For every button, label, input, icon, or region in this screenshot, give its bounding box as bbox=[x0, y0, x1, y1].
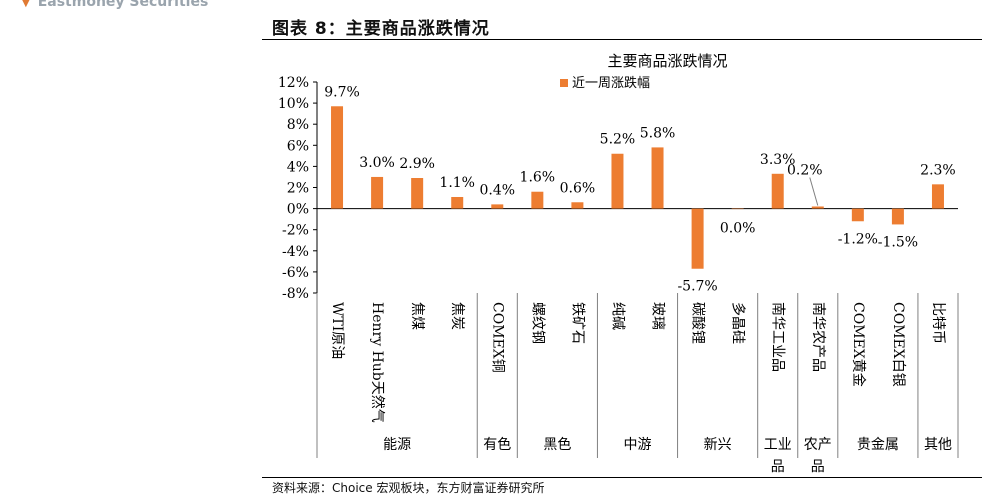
y-tick-label: 12% bbox=[278, 75, 309, 91]
category-label: 南华农产品 bbox=[810, 302, 826, 372]
data-label: 2.9% bbox=[399, 156, 435, 172]
category-label: COMEX铜 bbox=[489, 302, 505, 373]
label-leader-line bbox=[809, 177, 819, 206]
bar bbox=[491, 204, 504, 209]
group-label: 贵金属 bbox=[857, 437, 899, 453]
data-label: 0.0% bbox=[720, 221, 756, 237]
category-label: 比特币 bbox=[930, 302, 946, 344]
category-label: 玻璃 bbox=[650, 302, 667, 330]
data-label: 5.8% bbox=[640, 125, 676, 141]
bar bbox=[851, 208, 864, 222]
bar bbox=[651, 147, 664, 209]
data-label: 2.3% bbox=[920, 162, 956, 178]
source-note: 资料来源：Choice 宏观板块，东方财富证券研究所 bbox=[272, 481, 545, 495]
group-label-line2: 品 bbox=[771, 459, 785, 475]
data-label: 1.6% bbox=[520, 170, 556, 186]
category-label: 南华工业品 bbox=[770, 302, 786, 372]
bar bbox=[731, 208, 744, 210]
top-bar: ▼ Eastmoney Securities bbox=[0, 0, 993, 14]
y-tick-label: -6% bbox=[282, 265, 309, 281]
bar bbox=[571, 202, 584, 209]
brand-logo: ▼ Eastmoney Securities bbox=[22, 0, 208, 10]
legend-swatch bbox=[560, 79, 568, 87]
category-label: 焦炭 bbox=[449, 302, 465, 330]
group-label-line1: 农产 bbox=[804, 437, 832, 453]
y-tick-label: 8% bbox=[287, 117, 309, 133]
group-label: 其他 bbox=[924, 437, 952, 453]
group-label: 中游 bbox=[624, 437, 652, 453]
bottom-rule bbox=[262, 477, 982, 478]
triangle-icon: ▼ bbox=[22, 0, 30, 9]
brand-name: Eastmoney Securities bbox=[37, 0, 209, 10]
bar bbox=[411, 178, 424, 209]
y-tick-label: 6% bbox=[287, 138, 309, 154]
data-label: 0.4% bbox=[479, 182, 515, 198]
group-label: 新兴 bbox=[704, 437, 732, 453]
bar bbox=[811, 206, 824, 209]
data-label: 1.1% bbox=[439, 175, 475, 191]
bar bbox=[931, 184, 944, 209]
group-label-line1: 工业 bbox=[764, 437, 792, 453]
category-label: 焦煤 bbox=[409, 302, 425, 330]
bar bbox=[451, 196, 464, 209]
category-label: 铁矿石 bbox=[569, 302, 585, 344]
y-tick-label: -8% bbox=[282, 286, 309, 302]
category-label: 纯碱 bbox=[609, 302, 625, 330]
data-label: 3.3% bbox=[760, 152, 796, 168]
bar bbox=[531, 191, 544, 209]
bar bbox=[611, 153, 624, 209]
bar bbox=[371, 176, 384, 209]
data-label: 0.2% bbox=[787, 162, 823, 178]
category-label: 螺纹钢 bbox=[529, 302, 545, 344]
group-label: 能源 bbox=[383, 437, 411, 453]
y-tick-label: 0% bbox=[287, 202, 309, 218]
data-label: 9.7% bbox=[324, 84, 360, 100]
category-label: COMEX白银 bbox=[890, 302, 906, 387]
bar bbox=[691, 208, 704, 269]
category-label: WTI原油 bbox=[329, 302, 345, 359]
data-label: -5.7% bbox=[677, 279, 717, 295]
y-tick-label: 4% bbox=[287, 159, 309, 175]
group-label: 有色 bbox=[483, 436, 511, 453]
chart-title: 主要商品涨跌情况 bbox=[607, 52, 727, 70]
y-tick-label: 2% bbox=[287, 181, 309, 197]
category-label: 多晶硅 bbox=[730, 302, 747, 344]
group-label-line2: 品 bbox=[811, 459, 825, 475]
figure-title: 图表 8：主要商品涨跌情况 bbox=[272, 19, 490, 39]
data-label: -1.2% bbox=[838, 231, 878, 247]
y-tick-label: 10% bbox=[278, 96, 309, 112]
data-label: 0.6% bbox=[560, 180, 596, 196]
data-label: 3.0% bbox=[359, 155, 395, 171]
y-tick-label: -4% bbox=[282, 244, 309, 260]
group-label: 黑色 bbox=[543, 436, 571, 453]
category-label: COMEX黄金 bbox=[850, 302, 867, 387]
top-rule bbox=[262, 39, 982, 40]
legend-label: 近一周涨跌幅 bbox=[572, 75, 650, 91]
bar bbox=[891, 208, 904, 225]
category-label: 碳酸锂 bbox=[690, 302, 706, 344]
y-tick-label: -2% bbox=[282, 223, 309, 239]
bar bbox=[771, 173, 784, 209]
bar bbox=[331, 106, 344, 209]
data-label: -1.5% bbox=[878, 234, 918, 250]
data-label: 5.2% bbox=[600, 132, 636, 148]
category-label: Henry Hub天然气 bbox=[369, 302, 386, 423]
